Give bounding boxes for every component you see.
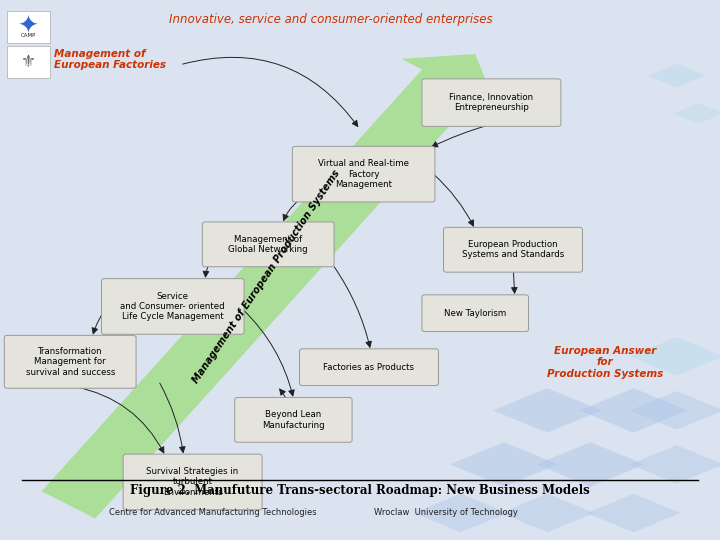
Polygon shape (673, 103, 720, 124)
Polygon shape (500, 494, 594, 532)
Text: Figure 2. Manufuture Trans-sectoral Roadmap: New Business Models: Figure 2. Manufuture Trans-sectoral Road… (130, 484, 590, 497)
Text: Service
and Consumer- oriented
Life Cycle Management: Service and Consumer- oriented Life Cycl… (120, 292, 225, 321)
Text: Management of
European Factories: Management of European Factories (54, 49, 166, 70)
Polygon shape (414, 494, 508, 532)
Text: Survival Strategies in
turbulent
Environments: Survival Strategies in turbulent Environ… (146, 467, 239, 497)
Text: Factories as Products: Factories as Products (323, 363, 415, 372)
Text: Finance, Innovation
Entrepreneurship: Finance, Innovation Entrepreneurship (449, 93, 534, 112)
Polygon shape (493, 388, 601, 433)
Text: ⚜: ⚜ (22, 53, 36, 71)
Polygon shape (648, 64, 706, 87)
Text: Management of
Global Networking: Management of Global Networking (228, 235, 308, 254)
Text: Wroclaw  University of Technology: Wroclaw University of Technology (374, 508, 518, 517)
Text: New Taylorism: New Taylorism (444, 309, 506, 318)
Text: Centre for Advanced Manufacturing Technologies: Centre for Advanced Manufacturing Techno… (109, 508, 316, 517)
FancyBboxPatch shape (202, 222, 334, 267)
Text: European Answer
for
Production Systems: European Answer for Production Systems (546, 346, 663, 379)
Polygon shape (42, 54, 497, 518)
Polygon shape (630, 337, 720, 376)
Text: Innovative, service and consumer-oriented enterprises: Innovative, service and consumer-oriente… (169, 14, 493, 26)
Text: ✦: ✦ (18, 15, 40, 39)
Text: Transformation
Management for
survival and success: Transformation Management for survival a… (25, 347, 115, 377)
Text: CAMP: CAMP (21, 32, 37, 38)
Polygon shape (450, 442, 558, 487)
Polygon shape (536, 442, 644, 487)
FancyBboxPatch shape (422, 79, 561, 126)
Text: Virtual and Real-time
Factory
Management: Virtual and Real-time Factory Management (318, 159, 409, 189)
FancyBboxPatch shape (422, 295, 528, 332)
FancyBboxPatch shape (444, 227, 582, 272)
FancyBboxPatch shape (4, 335, 136, 388)
Polygon shape (630, 391, 720, 430)
Text: Beyond Lean
Manufacturing: Beyond Lean Manufacturing (262, 410, 325, 429)
FancyBboxPatch shape (235, 397, 352, 442)
FancyBboxPatch shape (123, 454, 262, 510)
FancyBboxPatch shape (7, 11, 50, 43)
Polygon shape (630, 445, 720, 484)
Polygon shape (587, 494, 680, 532)
FancyBboxPatch shape (292, 146, 435, 202)
Text: European Production
Systems and Standards: European Production Systems and Standard… (462, 240, 564, 259)
Text: Management of European Production Systems: Management of European Production System… (190, 168, 341, 385)
FancyBboxPatch shape (300, 349, 438, 386)
FancyBboxPatch shape (7, 46, 50, 78)
FancyBboxPatch shape (102, 279, 244, 334)
Polygon shape (580, 388, 688, 433)
